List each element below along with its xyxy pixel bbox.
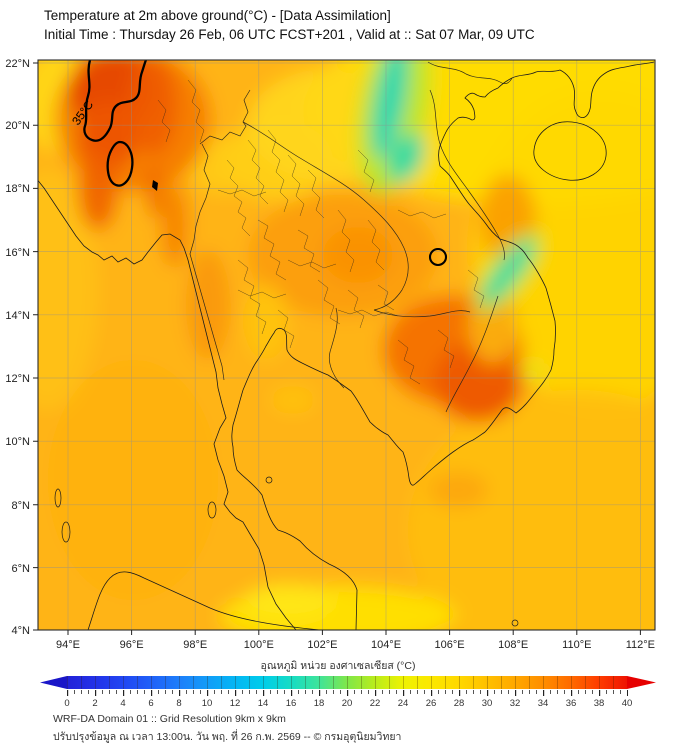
lat-label: 4°N [12, 625, 31, 637]
lon-ticks [67, 630, 641, 635]
colorbar-tick-label: 40 [621, 698, 633, 709]
lat-label: 16°N [5, 247, 30, 259]
map-frame [37, 59, 656, 631]
colorbar-tick-label: 6 [148, 698, 154, 709]
temperature-field [38, 60, 655, 630]
colorbar-segments [67, 676, 627, 689]
title-block: Temperature at 2m above ground(°C) - [Da… [44, 6, 535, 44]
colorbar-tick-label: 30 [481, 698, 493, 709]
colorbar-tick-label: 4 [120, 698, 126, 709]
colorbar-tick-label: 2 [92, 698, 98, 709]
contour-35c [83, 59, 448, 267]
lat-label: 18°N [5, 183, 30, 195]
colorbar-tick-label: 34 [537, 698, 549, 709]
colorbar-tick-label: 18 [313, 698, 325, 709]
lon-label: 108°E [498, 639, 528, 651]
colorbar-major-ticks [67, 690, 628, 696]
lon-label: 100°E [244, 639, 274, 651]
colorbar-tick-label: 22 [369, 698, 381, 709]
island-andaman-2 [61, 521, 71, 543]
lon-label: 112°E [626, 639, 655, 651]
colorbar-left-arrow [40, 676, 67, 689]
colorbar-tick-label: 24 [397, 698, 409, 709]
lat-label: 12°N [5, 373, 30, 385]
coastline-china [511, 61, 655, 118]
map-figure: 35°C 22°N 20°N 18°N 16°N 14°N 12°N 10°N … [5, 58, 656, 651]
graticule [38, 60, 655, 630]
page-subtitle: Initial Time : Thursday 26 Feb, 06 UTC F… [44, 27, 535, 42]
colorbar-tick-label: 38 [593, 698, 605, 709]
colorbar-tick-label: 20 [341, 698, 353, 709]
lon-axis: 94°E 96°E 98°E 100°E 102°E 104°E 106°E 1… [56, 639, 655, 651]
lon-label: 104°E [371, 639, 401, 651]
colorbar [40, 676, 656, 696]
footer-update-info: ปรับปรุงข้อมูล ณ เวลา 13:00น. วัน พฤ. ที… [53, 731, 402, 743]
colorbar-tick-label: 16 [285, 698, 297, 709]
lat-label: 14°N [5, 310, 30, 322]
lat-ticks [33, 62, 38, 631]
colorbar-title: อุณหภูมิ หน่วย องศาเซลเซียส (°C) [260, 660, 416, 672]
lon-label: 106°E [435, 639, 465, 651]
colorbar-tick-label: 8 [176, 698, 182, 709]
colorbar-tick-label: 36 [565, 698, 577, 709]
coastline-sumatra [87, 571, 321, 630]
colorbar-tick-label: 32 [509, 698, 521, 709]
province-borders [157, 79, 485, 385]
page-title: Temperature at 2m above ground(°C) - [Da… [44, 8, 391, 23]
island-samui [265, 476, 273, 484]
colorbar-tick-label: 12 [229, 698, 241, 709]
colorbar-tick-label: 0 [64, 698, 70, 709]
island-andaman-1 [54, 488, 62, 508]
colorbar-tick-label: 10 [201, 698, 213, 709]
lat-label: 22°N [5, 58, 30, 70]
footer-domain-info: WRF-DA Domain 01 :: Grid Resolution 9km … [53, 713, 286, 725]
coastline-east [231, 77, 556, 630]
lat-axis: 22°N 20°N 18°N 16°N 14°N 12°N 10°N 8°N 6… [5, 58, 30, 637]
colorbar-tick-label: 28 [453, 698, 465, 709]
coastline-hainan [533, 121, 607, 181]
lake-blob [152, 180, 158, 191]
lon-label: 98°E [183, 639, 207, 651]
lat-label: 8°N [12, 500, 31, 512]
colorbar-tick-label: 14 [257, 698, 269, 709]
map-canvas: 35°C 22°N 20°N 18°N 16°N 14°N 12°N 10°N … [5, 58, 656, 651]
colorbar-tick-label: 26 [425, 698, 437, 709]
coastline-west [38, 179, 297, 630]
country-borders [189, 61, 513, 413]
lon-label: 110°E [562, 639, 591, 651]
lat-label: 10°N [5, 436, 30, 448]
lon-label: 102°E [307, 639, 337, 651]
colorbar-right-arrow [627, 676, 656, 689]
island-phuket [207, 501, 217, 519]
lon-label: 96°E [120, 639, 144, 651]
lon-label: 94°E [56, 639, 80, 651]
lat-label: 20°N [5, 120, 30, 132]
lat-label: 6°N [12, 563, 31, 575]
island-south [511, 619, 519, 627]
